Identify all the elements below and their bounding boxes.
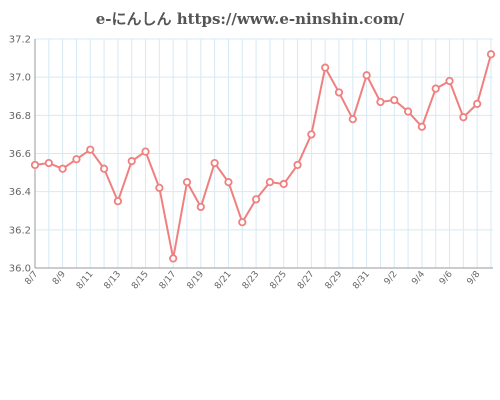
x-tick-label: 9/2 — [383, 270, 400, 288]
data-point — [141, 147, 150, 156]
data-point — [376, 97, 385, 107]
data-point — [251, 195, 261, 204]
data-point — [238, 218, 247, 227]
x-tick-label: 8/27 — [296, 270, 317, 292]
data-point — [44, 158, 53, 168]
x-axis-labels: 8/7 8/9 8/11 8/13 8/15 8/17 8/19 8/21 8/23 8/25 8/… — [23, 269, 482, 291]
data-point — [127, 157, 136, 166]
y-tick-label: 36.6 — [9, 149, 31, 160]
data-point — [196, 202, 205, 212]
x-tick-label: 9/8 — [466, 269, 483, 287]
data-point — [417, 122, 427, 131]
data-point — [473, 99, 482, 108]
x-tick-label: 9/4 — [410, 269, 427, 287]
series-line — [34, 54, 492, 260]
data-point — [293, 160, 302, 170]
y-axis-labels: 36.0 36.2 36.4 36.6 36.8 37.0 37.2 — [9, 35, 31, 275]
data-point — [390, 95, 399, 105]
x-tick-label: 8/25 — [268, 270, 289, 292]
data-point — [265, 178, 275, 187]
data-point — [30, 160, 40, 170]
x-tick-label: 8/29 — [324, 269, 345, 291]
y-tick-label: 36.2 — [9, 225, 31, 236]
data-point — [113, 197, 123, 206]
series — [30, 50, 496, 263]
data-point — [210, 158, 219, 168]
x-tick-label: 8/21 — [213, 270, 234, 292]
data-point — [321, 63, 330, 72]
data-point — [307, 130, 316, 139]
x-tick-label: 8/19 — [185, 269, 206, 291]
data-point — [86, 145, 95, 154]
data-point — [362, 71, 371, 80]
data-point — [155, 183, 164, 192]
data-point — [403, 107, 413, 116]
x-tick-label: 8/9 — [51, 269, 68, 287]
data-point — [431, 84, 440, 93]
data-point — [169, 254, 178, 263]
data-point — [72, 155, 81, 164]
axes — [34, 39, 493, 269]
x-tick-label: 8/11 — [75, 270, 96, 292]
data-point — [58, 164, 67, 173]
y-tick-label: 36.8 — [9, 111, 31, 122]
y-tick-label: 36.4 — [9, 187, 31, 198]
data-point — [459, 113, 468, 122]
data-point — [99, 164, 109, 173]
grid — [34, 38, 493, 269]
data-point — [224, 178, 233, 187]
x-tick-label: 8/15 — [130, 270, 151, 292]
x-tick-label: 8/13 — [103, 270, 124, 292]
x-tick-label: 8/31 — [351, 270, 372, 292]
y-tick-label: 36.0 — [9, 264, 31, 275]
chart-title: e-にんしん https://www.e-ninshin.com/ — [95, 10, 405, 28]
data-point — [279, 179, 288, 189]
data-point — [334, 88, 344, 97]
data-point — [445, 76, 454, 86]
x-tick-label: 9/6 — [438, 269, 455, 287]
data-point — [486, 50, 496, 59]
data-point — [348, 115, 357, 124]
x-tick-label: 8/17 — [158, 270, 179, 292]
data-point — [182, 178, 192, 187]
y-tick-label: 37.2 — [9, 35, 31, 46]
x-tick-label: 8/23 — [241, 270, 262, 292]
y-tick-label: 37.0 — [9, 73, 31, 84]
